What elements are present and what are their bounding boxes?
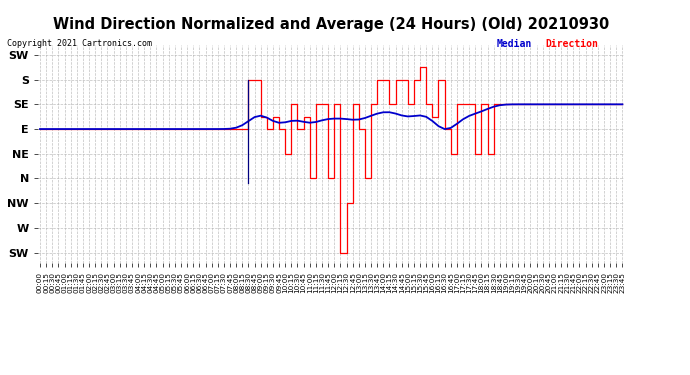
Text: Median: Median [497, 39, 532, 50]
Text: Direction: Direction [545, 39, 598, 50]
Text: Wind Direction Normalized and Average (24 Hours) (Old) 20210930: Wind Direction Normalized and Average (2… [53, 17, 609, 32]
Text: Copyright 2021 Cartronics.com: Copyright 2021 Cartronics.com [7, 39, 152, 48]
